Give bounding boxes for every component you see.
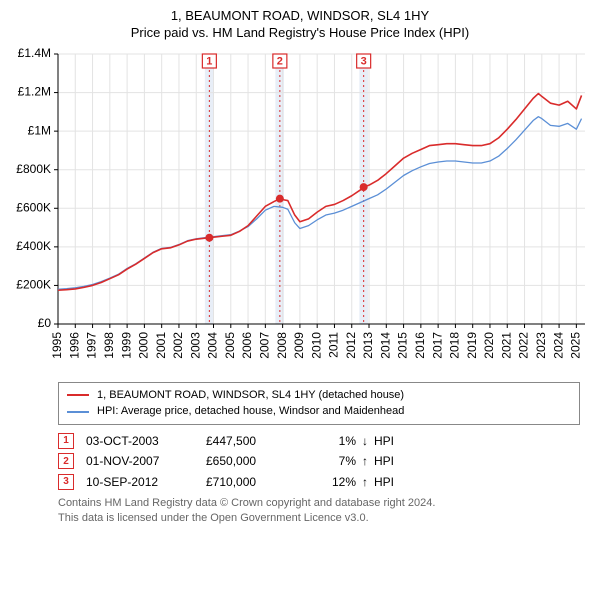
legend-row: 1, BEAUMONT ROAD, WINDSOR, SL4 1HY (deta… bbox=[67, 387, 571, 404]
svg-text:2015: 2015 bbox=[396, 331, 410, 358]
svg-text:2000: 2000 bbox=[137, 331, 151, 358]
legend-label: 1, BEAUMONT ROAD, WINDSOR, SL4 1HY (deta… bbox=[97, 387, 404, 404]
svg-text:2024: 2024 bbox=[551, 331, 565, 358]
event-suffix: HPI bbox=[374, 451, 394, 471]
event-marker: 3 bbox=[58, 474, 74, 490]
event-arrow-icon: ↑ bbox=[356, 451, 374, 471]
event-suffix: HPI bbox=[374, 472, 394, 492]
svg-text:2003: 2003 bbox=[188, 331, 202, 358]
event-suffix: HPI bbox=[374, 431, 394, 451]
svg-text:2011: 2011 bbox=[327, 331, 341, 357]
svg-text:2: 2 bbox=[277, 55, 283, 67]
event-marker: 1 bbox=[58, 433, 74, 449]
legend: 1, BEAUMONT ROAD, WINDSOR, SL4 1HY (deta… bbox=[58, 382, 580, 425]
svg-text:2013: 2013 bbox=[361, 331, 375, 358]
chart-title-line2: Price paid vs. HM Land Registry's House … bbox=[0, 25, 600, 46]
svg-text:2008: 2008 bbox=[275, 331, 289, 358]
svg-text:1996: 1996 bbox=[67, 331, 81, 358]
event-pct: 7% bbox=[316, 451, 356, 471]
svg-text:£200K: £200K bbox=[16, 277, 51, 291]
svg-text:2001: 2001 bbox=[154, 331, 168, 358]
event-date: 10-SEP-2012 bbox=[86, 472, 206, 492]
event-price: £710,000 bbox=[206, 472, 316, 492]
event-price: £650,000 bbox=[206, 451, 316, 471]
legend-label: HPI: Average price, detached house, Wind… bbox=[97, 403, 404, 420]
event-arrow-icon: ↓ bbox=[356, 431, 374, 451]
event-date: 03-OCT-2003 bbox=[86, 431, 206, 451]
svg-text:2010: 2010 bbox=[309, 331, 323, 358]
event-row: 3 10-SEP-2012£710,00012%↑HPI bbox=[58, 472, 580, 492]
svg-text:1997: 1997 bbox=[85, 331, 99, 358]
event-pct: 1% bbox=[316, 431, 356, 451]
svg-text:£400K: £400K bbox=[16, 239, 51, 253]
svg-text:2025: 2025 bbox=[569, 331, 583, 358]
event-pct: 12% bbox=[316, 472, 356, 492]
svg-text:£1M: £1M bbox=[28, 123, 51, 137]
svg-text:2014: 2014 bbox=[378, 331, 392, 358]
svg-text:2005: 2005 bbox=[223, 331, 237, 358]
svg-text:£1.2M: £1.2M bbox=[18, 85, 51, 99]
event-row: 1 03-OCT-2003£447,5001%↓HPI bbox=[58, 431, 580, 451]
svg-text:2004: 2004 bbox=[206, 331, 220, 358]
svg-text:2018: 2018 bbox=[448, 331, 462, 358]
svg-text:2019: 2019 bbox=[465, 331, 479, 358]
svg-text:£800K: £800K bbox=[16, 162, 51, 176]
legend-row: HPI: Average price, detached house, Wind… bbox=[67, 403, 571, 420]
event-marker: 2 bbox=[58, 453, 74, 469]
svg-text:3: 3 bbox=[361, 55, 367, 67]
svg-text:2009: 2009 bbox=[292, 331, 306, 358]
legend-swatch bbox=[67, 394, 89, 396]
event-date: 01-NOV-2007 bbox=[86, 451, 206, 471]
event-list: 103-OCT-2003£447,5001%↓HPI201-NOV-2007£6… bbox=[58, 431, 580, 492]
svg-text:2012: 2012 bbox=[344, 331, 358, 358]
svg-text:1998: 1998 bbox=[102, 331, 116, 358]
footer-line2: This data is licensed under the Open Gov… bbox=[58, 511, 580, 526]
footer-attribution: Contains HM Land Registry data © Crown c… bbox=[58, 496, 580, 526]
svg-text:2017: 2017 bbox=[430, 331, 444, 358]
chart-title-line1: 1, BEAUMONT ROAD, WINDSOR, SL4 1HY bbox=[0, 0, 600, 25]
event-row: 2 01-NOV-2007£650,0007%↑HPI bbox=[58, 451, 580, 471]
svg-text:2016: 2016 bbox=[413, 331, 427, 358]
line-chart-svg: £0£200K£400K£600K£800K£1M£1.2M£1.4M19951… bbox=[0, 46, 600, 376]
chart-container: 1, BEAUMONT ROAD, WINDSOR, SL4 1HY Price… bbox=[0, 0, 600, 590]
legend-swatch bbox=[67, 411, 89, 413]
svg-text:2021: 2021 bbox=[499, 331, 513, 358]
svg-text:£600K: £600K bbox=[16, 200, 51, 214]
svg-text:1999: 1999 bbox=[119, 331, 133, 358]
svg-text:2022: 2022 bbox=[517, 331, 531, 358]
svg-text:£1.4M: £1.4M bbox=[18, 46, 51, 60]
footer-line1: Contains HM Land Registry data © Crown c… bbox=[58, 496, 580, 511]
event-price: £447,500 bbox=[206, 431, 316, 451]
svg-text:2002: 2002 bbox=[171, 331, 185, 358]
svg-text:£0: £0 bbox=[38, 316, 52, 330]
svg-text:2006: 2006 bbox=[240, 331, 254, 358]
svg-text:1: 1 bbox=[206, 55, 212, 67]
svg-text:1995: 1995 bbox=[50, 331, 64, 358]
event-arrow-icon: ↑ bbox=[356, 472, 374, 492]
svg-text:2007: 2007 bbox=[258, 331, 272, 358]
chart-plot-area: £0£200K£400K£600K£800K£1M£1.2M£1.4M19951… bbox=[0, 46, 600, 376]
svg-text:2020: 2020 bbox=[482, 331, 496, 358]
svg-text:2023: 2023 bbox=[534, 331, 548, 358]
